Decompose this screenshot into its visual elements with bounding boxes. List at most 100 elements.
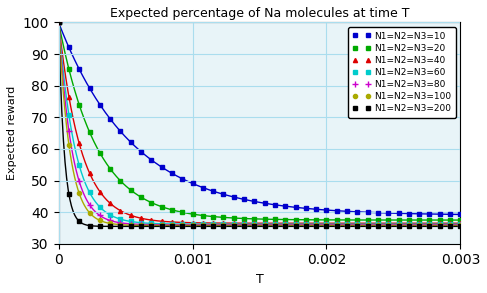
N1=N2=N3=10 (355, 210, 360, 214)
N1=N2=N3=20 (303, 218, 309, 222)
N1=N2=N3=60 (107, 213, 113, 217)
N1=N2=N3=100 (437, 224, 443, 227)
N1=N2=N3=200 (323, 225, 329, 228)
N1=N2=N3=60 (437, 222, 443, 226)
N1=N2=N3=200 (241, 225, 247, 228)
N1=N2=N3=80 (323, 223, 329, 226)
N1=N2=N3=80 (385, 223, 391, 226)
N1=N2=N3=100 (66, 143, 72, 146)
N1=N2=N3=60 (179, 222, 185, 226)
N1=N2=N3=60 (97, 205, 103, 209)
N1=N2=N3=80 (365, 223, 371, 226)
N1=N2=N3=80 (427, 223, 432, 226)
N1=N2=N3=100 (313, 224, 319, 227)
N1=N2=N3=100 (200, 224, 206, 227)
N1=N2=N3=10 (128, 140, 133, 144)
N1=N2=N3=200 (303, 225, 309, 228)
N1=N2=N3=40 (427, 222, 432, 225)
N1=N2=N3=100 (416, 224, 422, 227)
N1=N2=N3=40 (365, 222, 371, 225)
N1=N2=N3=200 (355, 225, 360, 228)
N1=N2=N3=40 (169, 220, 175, 224)
N1=N2=N3=100 (149, 224, 154, 227)
N1=N2=N3=200 (395, 225, 401, 228)
N1=N2=N3=20 (355, 218, 360, 222)
N1=N2=N3=100 (447, 224, 453, 227)
Line: N1=N2=N3=100: N1=N2=N3=100 (56, 21, 463, 228)
N1=N2=N3=60 (323, 222, 329, 226)
N1=N2=N3=100 (375, 224, 381, 227)
N1=N2=N3=20 (87, 130, 93, 134)
N1=N2=N3=200 (437, 225, 443, 228)
N1=N2=N3=60 (87, 190, 93, 194)
N1=N2=N3=80 (179, 223, 185, 226)
N1=N2=N3=80 (344, 223, 350, 226)
N1=N2=N3=20 (221, 216, 226, 219)
N1=N2=N3=60 (56, 21, 61, 24)
N1=N2=N3=80 (149, 223, 154, 226)
N1=N2=N3=200 (262, 225, 267, 228)
N1=N2=N3=80 (56, 21, 61, 24)
N1=N2=N3=60 (200, 222, 206, 226)
N1=N2=N3=200 (406, 225, 412, 228)
N1=N2=N3=100 (138, 224, 144, 227)
N1=N2=N3=80 (447, 223, 453, 226)
N1=N2=N3=80 (251, 223, 257, 226)
N1=N2=N3=20 (313, 218, 319, 222)
N1=N2=N3=60 (355, 222, 360, 226)
N1=N2=N3=40 (282, 222, 288, 225)
N1=N2=N3=60 (169, 222, 175, 226)
N1=N2=N3=200 (210, 225, 216, 228)
N1=N2=N3=10 (251, 200, 257, 203)
N1=N2=N3=40 (447, 222, 453, 225)
N1=N2=N3=80 (231, 223, 237, 226)
N1=N2=N3=60 (313, 222, 319, 226)
N1=N2=N3=10 (416, 212, 422, 216)
N1=N2=N3=10 (149, 158, 154, 162)
N1=N2=N3=100 (457, 224, 463, 227)
N1=N2=N3=10 (87, 86, 93, 90)
N1=N2=N3=80 (437, 223, 443, 226)
N1=N2=N3=60 (66, 113, 72, 117)
Legend: N1=N2=N3=10, N1=N2=N3=20, N1=N2=N3=40, N1=N2=N3=60, N1=N2=N3=80, N1=N2=N3=100, N: N1=N2=N3=10, N1=N2=N3=20, N1=N2=N3=40, N… (348, 27, 456, 118)
N1=N2=N3=20 (179, 210, 185, 214)
N1=N2=N3=100 (87, 211, 93, 214)
N1=N2=N3=20 (385, 218, 391, 222)
N1=N2=N3=200 (313, 225, 319, 228)
N1=N2=N3=60 (457, 222, 463, 226)
N1=N2=N3=60 (334, 222, 339, 226)
N1=N2=N3=100 (221, 224, 226, 227)
N1=N2=N3=200 (87, 224, 93, 227)
N1=N2=N3=60 (117, 217, 123, 221)
N1=N2=N3=200 (447, 225, 453, 228)
N1=N2=N3=10 (344, 209, 350, 213)
N1=N2=N3=40 (221, 221, 226, 225)
N1=N2=N3=10 (365, 211, 371, 214)
N1=N2=N3=20 (416, 218, 422, 222)
N1=N2=N3=40 (241, 222, 247, 225)
N1=N2=N3=80 (200, 223, 206, 226)
N1=N2=N3=200 (107, 225, 113, 228)
N1=N2=N3=100 (231, 224, 237, 227)
N1=N2=N3=100 (241, 224, 247, 227)
N1=N2=N3=100 (365, 224, 371, 227)
Line: N1=N2=N3=60: N1=N2=N3=60 (56, 21, 463, 226)
N1=N2=N3=10 (138, 150, 144, 154)
N1=N2=N3=80 (128, 222, 133, 226)
N1=N2=N3=80 (159, 223, 165, 226)
N1=N2=N3=40 (210, 221, 216, 225)
N1=N2=N3=100 (262, 224, 267, 227)
N1=N2=N3=60 (262, 222, 267, 226)
N1=N2=N3=100 (210, 224, 216, 227)
N1=N2=N3=20 (169, 208, 175, 212)
N1=N2=N3=40 (375, 222, 381, 225)
N1=N2=N3=80 (395, 223, 401, 226)
N1=N2=N3=80 (97, 214, 103, 217)
N1=N2=N3=40 (406, 222, 412, 225)
N1=N2=N3=60 (365, 222, 371, 226)
N1=N2=N3=200 (117, 225, 123, 228)
N1=N2=N3=40 (303, 222, 309, 225)
N1=N2=N3=200 (251, 225, 257, 228)
N1=N2=N3=200 (344, 225, 350, 228)
Line: N1=N2=N3=80: N1=N2=N3=80 (56, 20, 463, 228)
